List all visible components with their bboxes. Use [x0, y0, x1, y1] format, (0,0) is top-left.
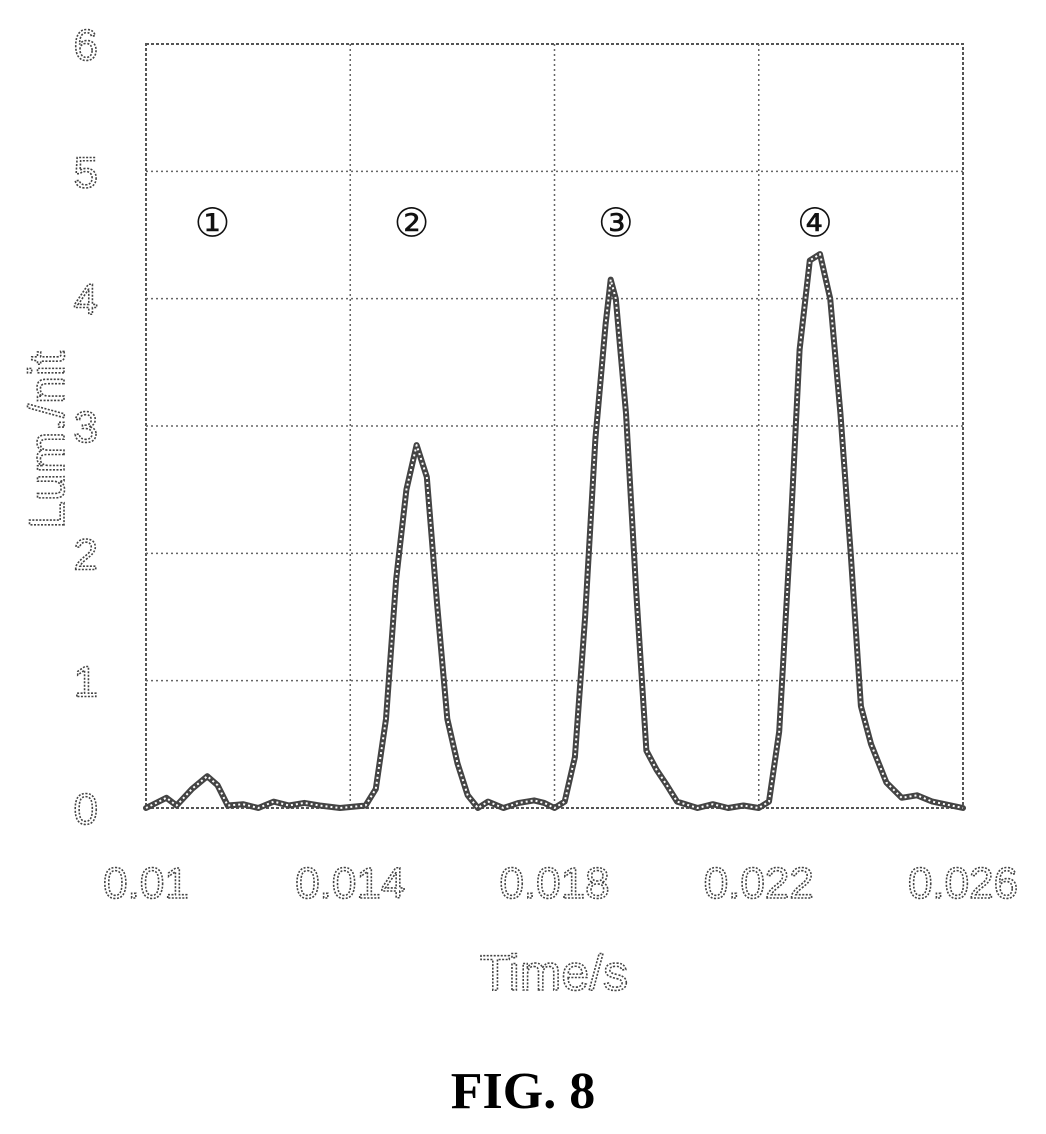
x-tick-label: 0.022 [704, 859, 814, 908]
x-tick-label: 0.014 [295, 859, 405, 908]
luminance-series-line-hatch [145, 253, 964, 809]
y-tick-label: 5 [74, 148, 98, 197]
peak-annotation-label: ④ [797, 200, 833, 245]
x-axis-ticks: 0.01 0.014 0.018 0.022 0.026 [102, 858, 1018, 909]
y-tick-label: 3 [74, 403, 98, 452]
luminance-chart: 0 1 2 3 4 5 6 0.01 0.014 0.018 0.022 0.026 ① ② ③ ④ Ti… [18, 20, 1019, 1002]
y-tick-label: 4 [74, 276, 98, 325]
x-axis-label: Time/s [480, 945, 628, 1001]
figure-caption: FIG. 8 [450, 1063, 596, 1120]
y-tick-label: 2 [74, 530, 98, 579]
y-axis-label: Lum./nit [19, 351, 75, 529]
peak-annotation-label: ③ [598, 200, 634, 245]
peak-annotations: ① ② ③ ④ [194, 200, 832, 245]
x-tick-label: 0.01 [103, 859, 189, 908]
x-tick-label: 0.026 [908, 859, 1018, 908]
y-axis-ticks: 0 1 2 3 4 5 6 [73, 20, 99, 835]
y-tick-label: 0 [74, 785, 98, 834]
peak-annotation-label: ② [394, 200, 430, 245]
y-tick-label: 6 [74, 21, 98, 70]
grid-lines [146, 44, 963, 808]
peak-annotation-label: ① [194, 200, 230, 245]
y-tick-label: 1 [74, 658, 98, 707]
x-tick-label: 0.018 [499, 859, 609, 908]
